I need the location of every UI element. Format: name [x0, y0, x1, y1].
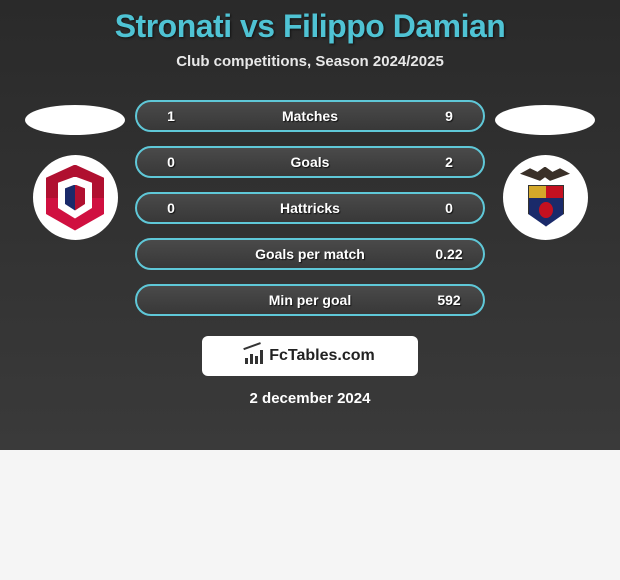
date-text: 2 december 2024 [0, 390, 620, 407]
stat-right-value: 2 [431, 154, 467, 170]
stat-label: Matches [189, 108, 431, 124]
left-club-crest [33, 155, 118, 240]
stat-left-value: 0 [153, 200, 189, 216]
stat-row-goals-per-match: Goals per match 0.22 [135, 238, 485, 270]
stat-right-value: 0 [431, 200, 467, 216]
right-club-crest [503, 155, 588, 240]
left-player-column [15, 100, 135, 240]
comparison-card: Stronati vs Filippo Damian Club competit… [0, 0, 620, 450]
stat-left-value: 0 [153, 154, 189, 170]
stat-row-min-per-goal: Min per goal 592 [135, 284, 485, 316]
stat-right-value: 0.22 [431, 246, 467, 262]
content-row: 1 Matches 9 0 Goals 2 0 Hattricks 0 Goal… [0, 100, 620, 316]
stat-right-value: 9 [431, 108, 467, 124]
right-player-column [485, 100, 605, 240]
eagle-icon [520, 167, 570, 185]
page-title: Stronati vs Filippo Damian [0, 8, 620, 45]
stats-column: 1 Matches 9 0 Goals 2 0 Hattricks 0 Goal… [135, 100, 485, 316]
stat-label: Hattricks [189, 200, 431, 216]
bottom-spacer [0, 450, 620, 580]
stat-right-value: 592 [431, 292, 467, 308]
casertana-crest-icon [514, 167, 576, 229]
stat-label: Min per goal [189, 292, 431, 308]
stat-label: Goals per match [189, 246, 431, 262]
stat-left-value: 1 [153, 108, 189, 124]
shield-icon [528, 185, 564, 227]
brand-text: FcTables.com [269, 347, 375, 365]
subtitle: Club competitions, Season 2024/2025 [0, 53, 620, 70]
brand-badge[interactable]: FcTables.com [202, 336, 418, 376]
stat-row-goals: 0 Goals 2 [135, 146, 485, 178]
crotone-crest-icon [46, 165, 104, 231]
stat-row-matches: 1 Matches 9 [135, 100, 485, 132]
chart-icon [245, 348, 263, 364]
right-player-silhouette [495, 105, 595, 135]
stat-row-hattricks: 0 Hattricks 0 [135, 192, 485, 224]
left-player-silhouette [25, 105, 125, 135]
stat-label: Goals [189, 154, 431, 170]
